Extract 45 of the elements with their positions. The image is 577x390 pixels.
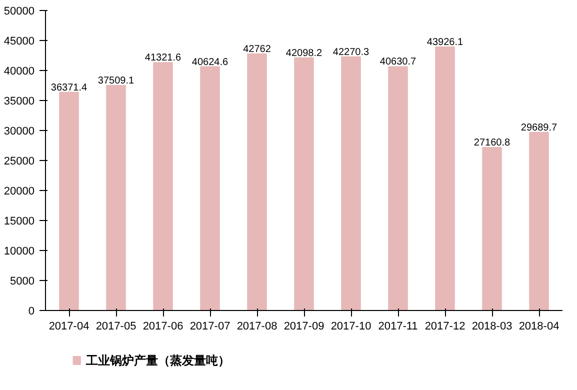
bar bbox=[388, 66, 408, 310]
x-tick-label: 2017-11 bbox=[378, 320, 418, 332]
y-tick-label: 40000 bbox=[4, 66, 35, 78]
x-tick-label: 2017-09 bbox=[284, 320, 324, 332]
data-label: 29689.7 bbox=[520, 122, 558, 134]
x-tick-label: 2017-06 bbox=[142, 320, 184, 332]
x-tick-label: 2017-05 bbox=[96, 320, 136, 332]
data-label: 40624.6 bbox=[192, 56, 229, 68]
x-tick-label: 2018-03 bbox=[472, 320, 512, 332]
bar bbox=[341, 56, 361, 310]
y-tick-label: 25000 bbox=[4, 156, 35, 168]
x-tick-label: 2018-04 bbox=[518, 320, 560, 332]
bar bbox=[247, 53, 267, 310]
data-label: 36371.4 bbox=[50, 82, 88, 94]
x-tick-label: 2017-08 bbox=[236, 320, 278, 332]
y-tick-label: 35000 bbox=[4, 96, 35, 108]
data-label: 42762 bbox=[243, 44, 272, 55]
y-tick-label: 30000 bbox=[4, 126, 35, 138]
y-tick-label: 50000 bbox=[4, 6, 35, 18]
x-tick-label: 2017-12 bbox=[424, 320, 466, 332]
data-label: 27160.8 bbox=[474, 138, 511, 149]
data-label: 42270.3 bbox=[332, 46, 370, 58]
data-label: 40630.7 bbox=[380, 56, 417, 68]
data-label: 37509.1 bbox=[98, 75, 135, 86]
bar bbox=[294, 57, 314, 310]
data-label: 41321.6 bbox=[144, 52, 182, 64]
data-label: 43926.1 bbox=[426, 36, 464, 48]
bar bbox=[435, 46, 455, 310]
x-tick-label: 2017-04 bbox=[48, 320, 90, 332]
bar bbox=[106, 84, 126, 310]
legend-label: 工业锅炉产量（蒸发量吨） bbox=[84, 354, 230, 368]
bar bbox=[153, 62, 173, 310]
bar bbox=[529, 132, 549, 310]
y-tick-label: 20000 bbox=[4, 186, 35, 198]
y-tick-label: 10000 bbox=[4, 246, 35, 258]
bar bbox=[482, 147, 502, 310]
data-label: 42098.2 bbox=[286, 48, 323, 59]
y-tick-label: 0 bbox=[28, 306, 35, 318]
x-tick-label: 2017-07 bbox=[190, 320, 230, 332]
bar bbox=[59, 92, 79, 310]
bar bbox=[200, 66, 220, 310]
y-tick-label: 45000 bbox=[4, 36, 35, 48]
x-tick-label: 2017-10 bbox=[330, 320, 372, 332]
y-tick-label: 15000 bbox=[4, 216, 35, 228]
y-tick-label: 5000 bbox=[10, 276, 35, 288]
